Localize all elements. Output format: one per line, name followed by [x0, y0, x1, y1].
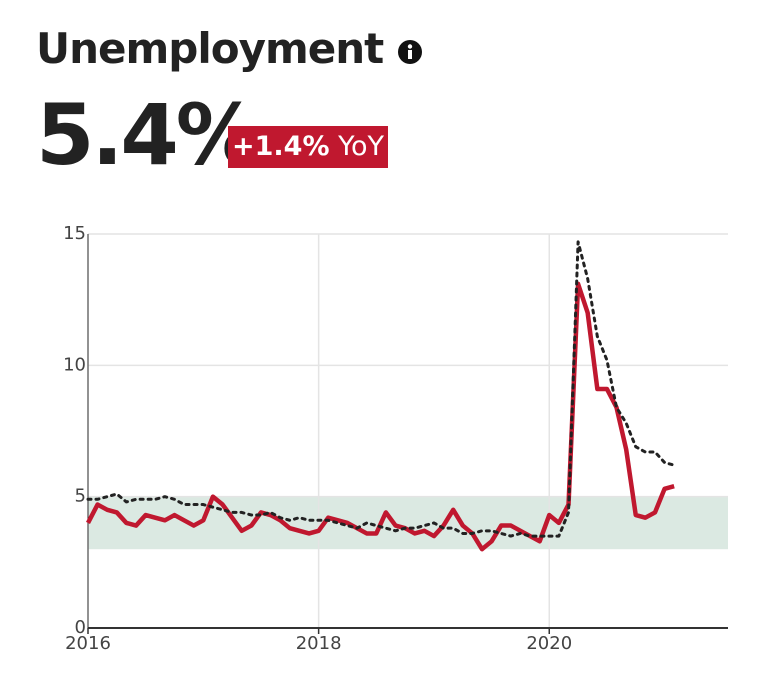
x-tick-label: 2018 — [296, 633, 342, 654]
x-tick-label: 2020 — [526, 633, 572, 654]
info-icon[interactable] — [397, 39, 423, 65]
series-line — [86, 240, 676, 538]
change-suffix: YoY — [338, 131, 385, 162]
y-tick-label: 5 — [75, 486, 86, 507]
change-value: +1.4% — [232, 131, 330, 162]
y-tick-label: 15 — [63, 223, 86, 244]
title: Unemployment — [36, 24, 423, 73]
y-tick-label: 10 — [63, 354, 86, 375]
headline: 5.4% — [36, 86, 260, 184]
change-badge: +1.4% YoY — [228, 126, 389, 168]
x-tick-label: 2016 — [65, 633, 111, 654]
title-text: Unemployment — [36, 24, 384, 73]
y-tick-label: 0 — [75, 617, 86, 638]
